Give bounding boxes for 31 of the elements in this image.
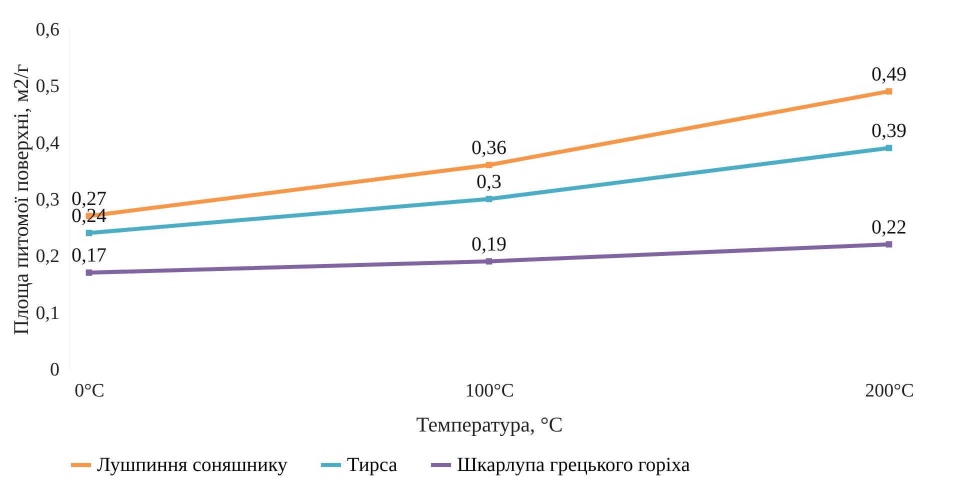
data-label: 0,22 [872, 216, 906, 238]
point [886, 144, 892, 152]
data-label: 0,39 [872, 120, 906, 142]
y-axis-title: Площа питомої поверхні, м2/г [8, 64, 33, 335]
point [486, 258, 492, 264]
legend-label: Лушпиння соняшнику [97, 454, 288, 476]
x-tick-label: 0°C [74, 380, 104, 402]
point [86, 230, 92, 236]
y-tick-label: 0,5 [36, 76, 60, 98]
point [486, 196, 492, 202]
y-tick-label: 0 [50, 360, 60, 380]
y-tick-label: 0,1 [36, 302, 60, 324]
legend-label: Шкарлупа грецького горіха [457, 454, 690, 476]
data-label: 0,17 [72, 244, 106, 267]
point [886, 88, 892, 94]
point [886, 241, 892, 248]
data-label: 0,27 [72, 188, 106, 210]
data-label: 0,49 [872, 63, 906, 86]
y-tick-label: 0,2 [36, 246, 60, 268]
x-tick-label: 100°C [465, 380, 514, 402]
x-axis-title: Температура, °C [416, 412, 563, 436]
data-label: 0,3 [476, 171, 502, 193]
x-tick-label: 200°C [865, 380, 914, 402]
data-label: 0,19 [472, 233, 506, 256]
y-tick-label: 0,4 [36, 132, 60, 154]
point [86, 270, 92, 276]
y-tick-label: 0,3 [36, 190, 60, 210]
data-label: 0,36 [472, 137, 506, 159]
y-tick-label: 0,6 [36, 20, 60, 40]
legend-label: Тирса [347, 454, 398, 476]
point [486, 162, 492, 168]
